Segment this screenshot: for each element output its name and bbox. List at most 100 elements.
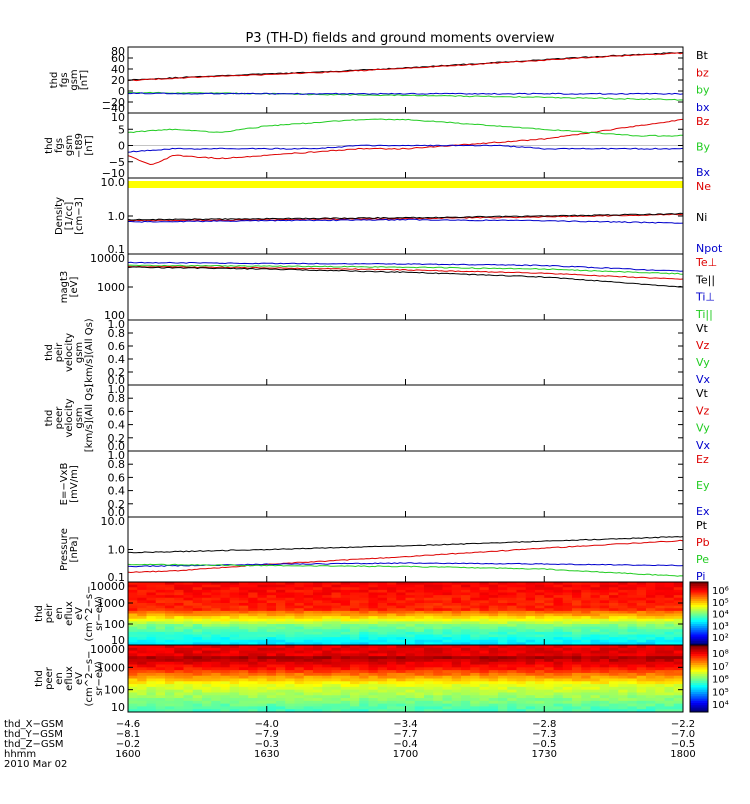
spectrogram-cell xyxy=(192,616,203,620)
spectrogram-cell xyxy=(655,631,665,636)
spectrogram-cell xyxy=(303,650,314,654)
spectrogram-cell xyxy=(155,650,166,654)
spectrogram-cell xyxy=(239,589,249,594)
spectrogram-cell xyxy=(165,670,175,674)
spectrogram-cell xyxy=(673,689,684,693)
spectrogram-cell xyxy=(507,670,517,674)
spectrogram-cell xyxy=(562,670,573,674)
y-tick-label: 5 xyxy=(118,123,125,136)
spectrogram-cell xyxy=(192,658,203,663)
spectrogram-cell xyxy=(516,692,527,696)
spectrogram-cell xyxy=(331,675,342,679)
spectrogram-cell xyxy=(368,608,379,612)
spectrogram-cell xyxy=(451,689,462,693)
spectrogram-cell xyxy=(572,658,582,663)
spectrogram-cell xyxy=(368,684,379,688)
spectrogram-cell xyxy=(581,626,591,630)
spectrogram-cell xyxy=(322,618,332,622)
spectrogram-cell xyxy=(553,706,564,710)
spectrogram-cell xyxy=(257,650,268,654)
spectrogram-cell xyxy=(313,670,323,674)
spectrogram-cell xyxy=(535,631,545,636)
spectrogram-cell xyxy=(590,610,601,615)
spectrogram-cell xyxy=(266,592,277,596)
spectrogram-cell xyxy=(294,689,305,693)
spectrogram-cell xyxy=(322,664,332,668)
spectrogram-cell xyxy=(609,695,619,699)
spectrogram-cell xyxy=(248,597,258,601)
spectrogram-cell xyxy=(128,653,138,657)
spectrogram-cell xyxy=(442,709,453,713)
spectrogram-cell xyxy=(414,686,425,691)
spectrogram-cell xyxy=(498,686,508,691)
spectrogram-cell xyxy=(618,664,628,668)
spectrogram-cell xyxy=(461,631,471,636)
spectrogram-cell xyxy=(359,608,369,612)
spectrogram-cell xyxy=(535,656,545,660)
spectrogram-cell xyxy=(535,706,545,710)
spectrogram-cell xyxy=(414,647,425,652)
spectrogram-cell xyxy=(377,610,388,615)
spectrogram-cell xyxy=(174,597,184,601)
spectrogram-cell xyxy=(562,678,573,682)
spectrogram-cell xyxy=(211,629,221,633)
spectrogram-cell xyxy=(470,653,480,657)
spectrogram-cell xyxy=(368,618,379,622)
spectrogram-cell xyxy=(313,681,323,685)
spectrogram-cell xyxy=(655,626,665,630)
spectrogram-cell xyxy=(479,613,490,617)
spectrogram-cell xyxy=(470,678,480,682)
spectrogram-cell xyxy=(331,700,342,705)
spectrogram-cell xyxy=(553,692,564,696)
spectrogram-cell xyxy=(155,642,166,646)
spectrogram-cell xyxy=(572,689,582,693)
spectrogram-cell xyxy=(359,661,369,666)
spectrogram-cell xyxy=(183,613,194,617)
spectrogram-cell xyxy=(609,686,619,691)
spectrogram-cell xyxy=(183,700,194,705)
spectrogram-cell xyxy=(137,616,147,620)
spectrogram-cell xyxy=(618,653,628,657)
spectrogram-cell xyxy=(470,610,480,615)
spectrogram-cell xyxy=(146,650,157,654)
spectrogram-cell xyxy=(174,670,184,674)
spectrogram-cell xyxy=(507,653,517,657)
spectrogram-cell xyxy=(396,613,406,617)
spectrogram-cell xyxy=(202,597,212,601)
xaxis-value: 1600 xyxy=(115,749,140,760)
spectrogram-cell xyxy=(266,624,277,628)
spectrogram-cell xyxy=(174,650,184,654)
spectrogram-cell xyxy=(350,661,360,666)
spectrogram-cell xyxy=(673,616,684,620)
spectrogram-cell xyxy=(599,656,610,660)
spectrogram-cell xyxy=(266,589,277,594)
spectrogram-cell xyxy=(257,634,268,638)
spectrogram-cell xyxy=(183,650,194,654)
spectrogram-cell xyxy=(387,664,397,668)
spectrogram-cell xyxy=(673,656,684,660)
spectrogram-cell xyxy=(590,624,601,628)
spectrogram-cell xyxy=(387,587,397,591)
spectrogram-cell xyxy=(331,703,342,707)
spectrogram-cell xyxy=(655,695,665,699)
colorbar-band xyxy=(690,707,708,711)
spectrogram-cell xyxy=(609,709,619,713)
spectrogram-cell xyxy=(229,600,240,604)
spectrogram-cell xyxy=(220,629,231,633)
spectrogram-cell xyxy=(211,645,221,649)
spectrogram-cell xyxy=(544,634,554,638)
spectrogram-cell xyxy=(581,592,591,596)
spectrogram-cell xyxy=(424,603,434,607)
spectrogram-cell xyxy=(488,608,499,612)
spectrogram-cell xyxy=(618,629,628,633)
spectrogram-cell xyxy=(387,678,397,682)
spectrogram-cell xyxy=(387,675,397,679)
spectrogram-cell xyxy=(609,597,619,601)
spectrogram-cell xyxy=(155,678,166,682)
spectrogram-cell xyxy=(313,626,323,630)
spectrogram-cell xyxy=(673,684,684,688)
spectrogram-cell xyxy=(553,626,564,630)
spectrogram-cell xyxy=(470,639,480,643)
spectrogram-cell xyxy=(424,695,434,699)
